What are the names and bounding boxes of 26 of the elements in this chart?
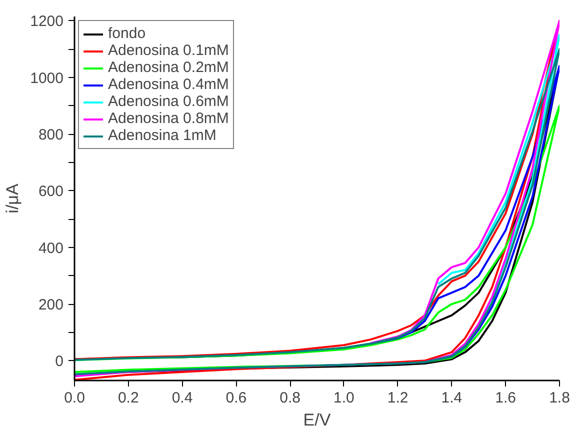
- x-tick-label: 1.8: [549, 390, 570, 406]
- x-tick-label: 0.8: [280, 390, 300, 406]
- x-tick-label: 0.2: [118, 390, 139, 406]
- x-axis-title: E/V: [303, 410, 332, 430]
- y-tick-label: 600: [38, 183, 64, 200]
- y-tick-label: 0: [55, 353, 64, 370]
- y-axis-title: i/μA: [3, 183, 22, 214]
- legend-label: Adenosina 0.8mM: [108, 110, 229, 127]
- y-tick-label: 200: [38, 296, 64, 314]
- legend-label: Adenosina 0.4mM: [108, 76, 229, 93]
- x-tick-label: 1.6: [495, 390, 516, 406]
- legend-label: Adenosina 0.2mM: [108, 59, 229, 76]
- y-tick-label: 1200: [30, 13, 64, 30]
- y-tick-label: 1000: [30, 70, 64, 87]
- legend-label: Adenosina 0.6mM: [108, 93, 229, 110]
- legend-label: Adenosina 1mM: [108, 127, 216, 144]
- x-tick-label: 0.0: [64, 390, 85, 406]
- legend-label: Adenosina 0.1mM: [108, 42, 229, 59]
- legend-label: fondo: [108, 25, 146, 42]
- y-tick-label: 800: [38, 126, 64, 144]
- x-tick-label: 0.4: [172, 390, 193, 406]
- y-tick-label: 400: [38, 240, 64, 257]
- x-tick-label: 1.0: [334, 390, 354, 406]
- x-tick-label: 0.6: [226, 390, 247, 406]
- x-tick-label: 1.2: [387, 390, 408, 406]
- x-tick-label: 1.4: [441, 390, 462, 406]
